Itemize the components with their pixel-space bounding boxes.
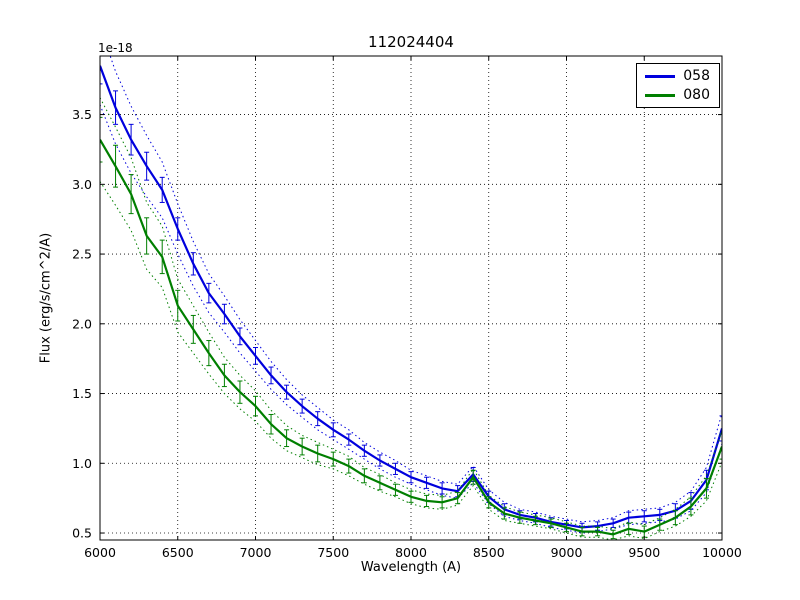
- x-axis-label: Wavelength (A): [360, 560, 462, 575]
- y-tick-label: 3.0: [72, 177, 92, 192]
- x-tick-label: 9000: [551, 545, 583, 560]
- legend-line-sample-058: [645, 74, 676, 78]
- series-band-upper-080: [100, 97, 722, 530]
- legend: 058 080: [636, 63, 720, 108]
- axis-offset-text: 1e-18: [98, 41, 133, 55]
- x-tick-label: 7500: [317, 545, 349, 560]
- x-tick-label: 6500: [162, 545, 194, 560]
- series-band-lower-058: [100, 104, 722, 534]
- y-tick-labels: 0.5 1.0 1.5 2.0 2.5 3.0 3.5: [72, 107, 92, 540]
- series-line-058: [100, 65, 722, 529]
- y-tick-label: 2.5: [72, 247, 92, 262]
- ticks: [99, 56, 723, 540]
- x-tick-label: 6000: [84, 545, 116, 560]
- x-tick-label: 7000: [240, 545, 272, 560]
- y-tick-label: 3.5: [72, 107, 92, 122]
- legend-line-sample-080: [645, 93, 676, 97]
- x-tick-label: 8500: [473, 545, 505, 560]
- legend-label-080: 080: [683, 87, 710, 103]
- legend-entry-058: 058: [645, 69, 710, 83]
- x-tick-label: 10000: [702, 545, 742, 560]
- legend-label-058: 058: [683, 68, 710, 84]
- series-line-080: [100, 139, 722, 536]
- x-tick-label: 9500: [628, 545, 660, 560]
- series-band-lower-080: [100, 181, 722, 540]
- y-axis-label: Flux (erg/s/cm^2/A): [38, 232, 54, 364]
- x-tick-label: 8000: [395, 545, 427, 560]
- y-tick-label: 1.0: [72, 456, 92, 471]
- legend-entry-080: 080: [645, 88, 710, 102]
- y-tick-label: 2.0: [72, 316, 92, 331]
- y-tick-label: 1.5: [72, 386, 92, 401]
- y-tick-label: 0.5: [72, 526, 92, 541]
- chart-title: 112024404: [368, 33, 454, 51]
- series-group: [100, 56, 722, 540]
- x-tick-labels: 6000 6500 7000 7500 8000 8500 9000 9500 10000: [84, 545, 742, 560]
